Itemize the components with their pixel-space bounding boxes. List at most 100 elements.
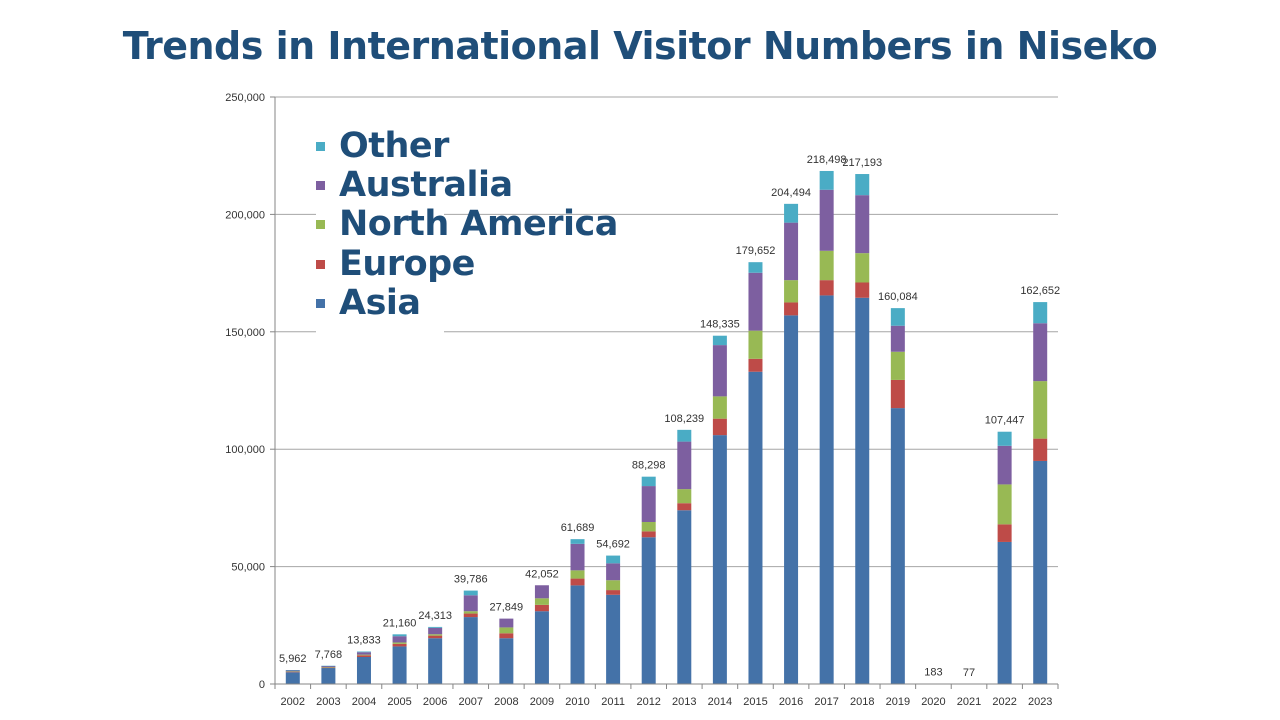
bar-segment-europe [641, 531, 656, 538]
bar-segment-north-america [712, 396, 727, 419]
bar-segment-other [677, 429, 692, 442]
x-tick-label: 2020 [921, 696, 945, 708]
bar-segment-europe [499, 633, 514, 639]
total-label: 204,494 [771, 187, 811, 199]
bar-segment-north-america [748, 330, 763, 359]
bar-segment-asia [606, 594, 621, 684]
bar-segment-north-america [677, 489, 692, 504]
bar-segment-north-america [356, 654, 371, 656]
total-label: 54,692 [596, 539, 630, 551]
chart-legend: Other Australia North America Europe Asi… [316, 126, 618, 338]
bar-segment-other [890, 308, 905, 326]
bar-segment-asia [819, 295, 834, 684]
bar-segment-australia [534, 585, 549, 599]
total-label: 162,652 [1020, 285, 1060, 297]
x-tick-label: 2003 [316, 696, 340, 708]
bar-segment-asia [855, 297, 870, 684]
bar-segment-europe [321, 667, 336, 669]
x-tick-label: 2010 [565, 696, 589, 708]
bar-segment-other [819, 170, 834, 190]
total-label: 7,768 [315, 649, 343, 661]
x-tick-label: 2016 [779, 696, 803, 708]
bar-segment-asia [463, 617, 478, 684]
bar-segment-europe [606, 590, 621, 595]
bar-segment-australia [748, 272, 763, 331]
total-label: 218,498 [807, 154, 847, 166]
bar-segment-north-america [321, 667, 336, 668]
bar-segment-north-america [819, 250, 834, 281]
bar-segment-north-america [641, 521, 656, 532]
x-tick-label: 2022 [992, 696, 1016, 708]
legend-swatch-australia [316, 180, 325, 190]
x-tick-label: 2005 [387, 696, 411, 708]
x-tick-label: 2007 [459, 696, 483, 708]
bar-segment-europe [855, 282, 870, 298]
bar-segment-other [285, 670, 300, 671]
bar-segment-australia [677, 441, 692, 490]
x-tick-label: 2006 [423, 696, 447, 708]
bar-segment-australia [855, 195, 870, 254]
bar-segment-other [356, 651, 371, 653]
bar-segment-australia [392, 636, 407, 643]
legend-swatch-other [316, 141, 325, 151]
page-title: Trends in International Visitor Numbers … [122, 24, 1158, 68]
bar-segment-australia [606, 563, 621, 581]
x-tick-label: 2017 [814, 696, 838, 708]
y-tick-label: 0 [259, 679, 265, 691]
bar-segment-asia [641, 537, 656, 684]
legend-item-other: Other [316, 126, 449, 166]
bar-segment-europe [748, 358, 763, 372]
x-tick-label: 2011 [601, 696, 625, 708]
bar-segment-other [784, 203, 799, 223]
total-label: 13,833 [347, 635, 381, 647]
bar-segment-europe [997, 524, 1012, 542]
legend-item-asia: Asia [316, 283, 421, 323]
bar-segment-australia [321, 665, 336, 668]
bar-segment-other [392, 634, 407, 637]
bar-segment-asia [748, 371, 763, 684]
bar-segment-europe [712, 418, 727, 436]
bar-segment-north-america [890, 351, 905, 380]
bar-segment-north-america [499, 627, 514, 634]
bar-segment-north-america [428, 634, 443, 636]
bar-segment-north-america [463, 611, 478, 614]
bar-segment-other [570, 539, 585, 544]
total-label: 39,786 [454, 574, 488, 586]
bar-segment-asia [712, 435, 727, 684]
bar-segment-other [428, 626, 443, 628]
bar-segment-asia [356, 656, 371, 684]
bar-segment-australia [499, 618, 514, 628]
bar-segment-other [855, 174, 870, 196]
bar-segment-europe [428, 635, 443, 639]
total-label: 77 [963, 667, 975, 679]
bar-segment-australia [428, 627, 443, 635]
bar-segment-asia [428, 638, 443, 684]
x-tick-label: 2014 [708, 696, 732, 708]
bar-segment-asia [677, 510, 692, 684]
x-tick-label: 2018 [850, 696, 874, 708]
x-tick-label: 2002 [281, 696, 305, 708]
bars [285, 170, 1048, 685]
x-tick-label: 2012 [636, 696, 660, 708]
y-tick-label: 250,000 [225, 92, 265, 104]
total-label: 148,335 [700, 319, 740, 331]
bar-segment-europe [392, 643, 407, 647]
bar-segment-australia [890, 325, 905, 352]
bar-segment-asia [784, 315, 799, 684]
total-label: 160,084 [878, 291, 918, 303]
y-tick-label: 50,000 [231, 562, 265, 574]
legend-label-europe: Europe [339, 244, 475, 284]
bar-segment-australia [997, 445, 1012, 485]
bar-segment-europe [534, 604, 549, 612]
total-label: 5,962 [279, 653, 307, 665]
legend-swatch-europe [316, 259, 325, 269]
total-label: 183 [924, 667, 942, 679]
bar-segment-europe [463, 613, 478, 618]
bar-segment-north-america [534, 598, 549, 605]
total-label: 27,849 [490, 602, 524, 614]
x-tick-label: 2008 [494, 696, 518, 708]
bar-segment-asia [890, 408, 905, 684]
total-label: 179,652 [736, 245, 776, 257]
